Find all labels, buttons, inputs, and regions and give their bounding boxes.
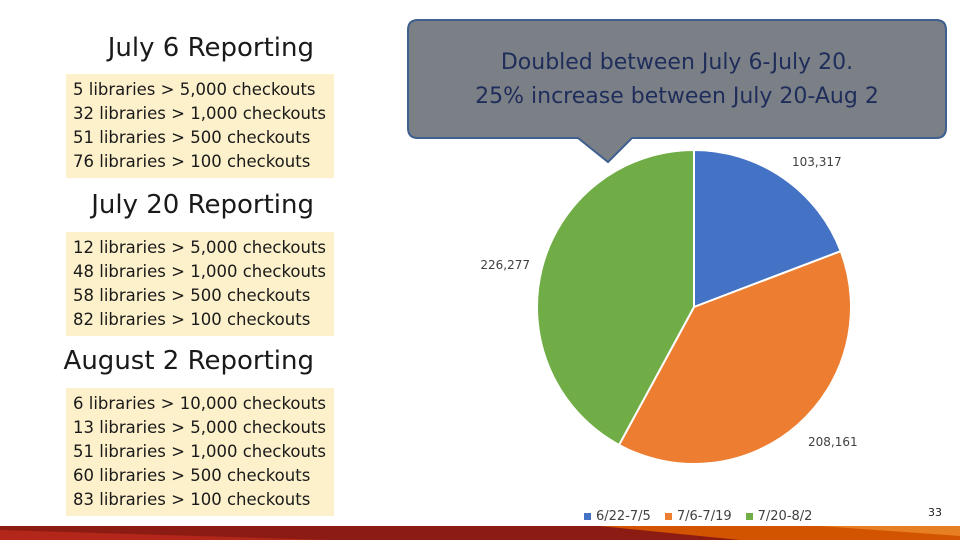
callout-text: Doubled between July 6-July 20. 25% incr… [408,46,946,114]
callout-shape [407,19,947,164]
pie-slice-7/6-7/19 [617,249,852,465]
pie-slice-7/20-8/2 [536,148,695,447]
stat-line: 76 libraries > 100 checkouts [73,152,311,171]
pie-slice-6/22-7/5 [693,148,843,309]
stat-line: 51 libraries > 1,000 checkouts [73,442,327,461]
stat-line: 6 libraries > 10,000 checkouts [73,394,327,413]
stat-line: 48 libraries > 1,000 checkouts [73,262,327,281]
pie-data-label: 103,317 [792,155,842,169]
decorative-footer-bar [0,526,960,540]
stat-line: 5 libraries > 5,000 checkouts [73,80,316,99]
pie-data-label: 226,277 [480,258,530,272]
section-heading-july-20: July 20 Reporting [91,190,314,220]
section-heading-august-2: August 2 Reporting [63,346,314,376]
legend-swatch-blue [584,512,591,520]
legend-label: 7/20-8/2 [757,508,813,524]
stat-line: 83 libraries > 100 checkouts [73,490,311,509]
legend-label: 6/22-7/5 [596,508,651,524]
stat-line: 51 libraries > 500 checkouts [73,128,311,147]
stats-box-july-6: 5 libraries > 5,000 checkouts 32 librari… [66,74,335,178]
stat-line: 82 libraries > 100 checkouts [73,310,311,329]
stat-line: 58 libraries > 500 checkouts [73,286,311,305]
legend-item: 7/20-8/2 [745,508,813,524]
callout-line-1: Doubled between July 6-July 20. [500,50,854,75]
chart-legend: 6/22-7/5 7/6-7/19 7/20-8/2 [584,506,812,526]
stat-line: 32 libraries > 1,000 checkouts [73,104,327,123]
pie-data-label: 208,161 [808,435,858,449]
slide-number: 33 [928,506,942,519]
legend-item: 7/6-7/19 [664,508,732,524]
stat-line: 12 libraries > 5,000 checkouts [73,238,327,257]
section-heading-july-6: July 6 Reporting [107,33,314,63]
legend-swatch-orange [664,512,672,520]
stats-box-july-20: 12 libraries > 5,000 checkouts 48 librar… [66,232,335,336]
legend-item: 6/22-7/5 [584,509,651,524]
stat-line: 60 libraries > 500 checkouts [73,466,311,485]
legend-swatch-green [745,512,753,520]
callout-line-2: 25% increase between July 20-Aug 2 [475,84,879,109]
legend-label: 7/6-7/19 [676,508,732,524]
stat-line: 13 libraries > 5,000 checkouts [73,418,327,437]
stats-box-august-2: 6 libraries > 10,000 checkouts 13 librar… [66,388,335,516]
